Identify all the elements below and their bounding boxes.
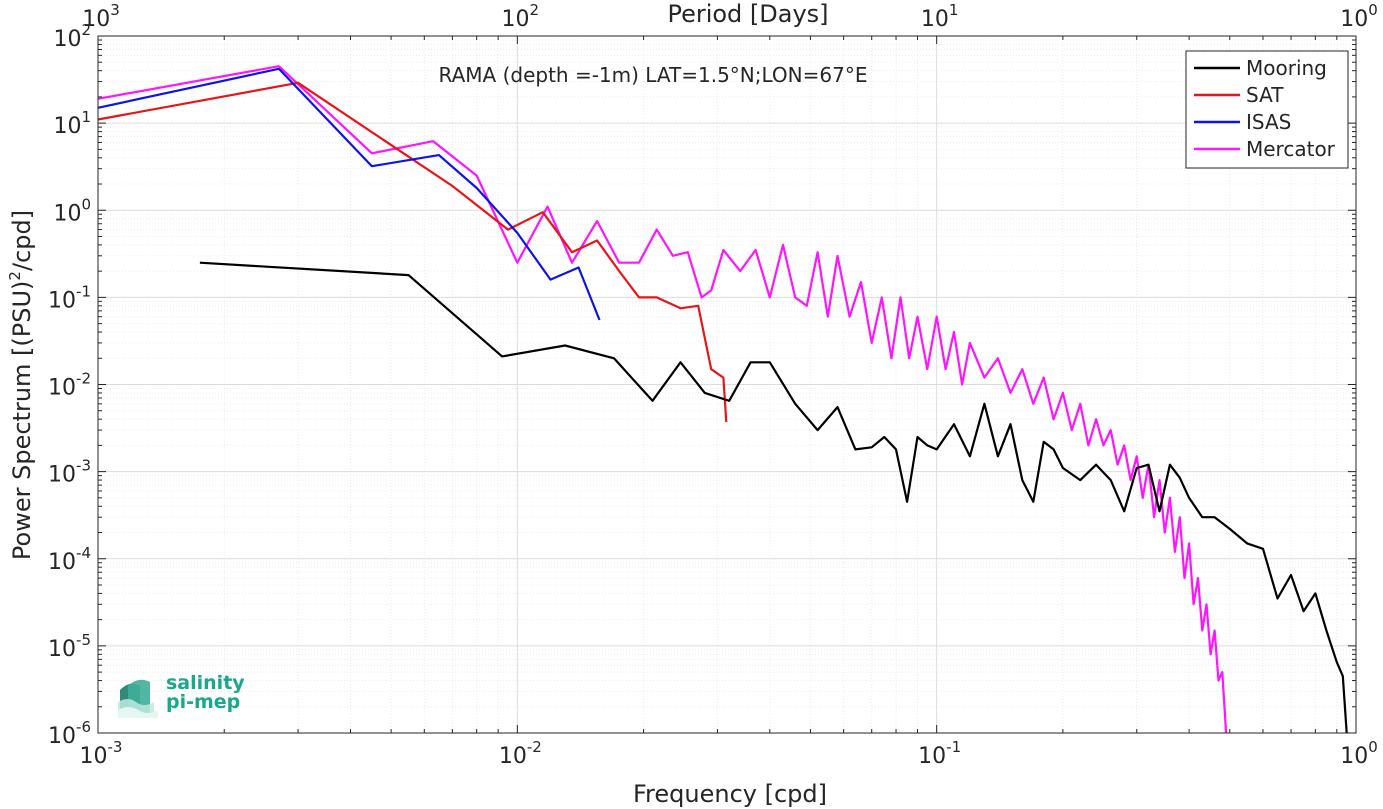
x-tick-label: 10-3 [80,738,123,769]
x-tick-label-base: 10 [499,744,527,769]
y-tick-label-exponent: -3 [76,457,91,475]
x-axis-label: Frequency [cpd] [633,780,827,808]
legend-label-mooring: Mooring [1246,56,1327,80]
top-tick-label: 102 [502,1,540,32]
top-tick-label: 100 [1340,1,1378,32]
y-tick-label: 10-3 [48,457,91,488]
y-tick-label: 10-4 [48,544,91,575]
y-tick-label-base: 10 [53,201,81,226]
y-tick-label-base: 10 [48,376,76,401]
legend-label-mercator: Mercator [1246,137,1336,161]
top-tick-label-base: 10 [502,7,530,32]
y-tick-label-base: 10 [48,550,76,575]
x-tick-label: 10-2 [499,738,542,769]
series-layer [97,65,1348,734]
y-tick-label: 10-6 [48,718,91,749]
x-tick-label-base: 10 [1340,744,1368,769]
legend-label-isas: ISAS [1246,110,1291,134]
y-tick-label-exponent: -5 [76,631,91,649]
y-axis-label-superscript: 2 [6,271,24,281]
series-line-isas [97,67,601,321]
salinity-pimep-logo: salinity pi-mep [118,672,248,724]
y-tick-label: 10-2 [48,370,91,401]
tick-marks [97,36,1356,734]
y-tick-label: 10-1 [48,282,91,313]
y-tick-label-exponent: -2 [76,370,91,388]
y-tick-label-exponent: 1 [81,108,91,126]
x-tick-label: 10-1 [918,738,961,769]
y-tick-label: 100 [53,195,91,226]
y-tick-label: 10-5 [48,631,91,662]
top-tick-label-base: 10 [921,7,949,32]
y-tick-label-exponent: -4 [76,544,91,562]
y-tick-label-base: 10 [48,288,76,313]
chart-title: RAMA (depth =-1m) LAT=1.5°N;LON=67°E [439,63,868,87]
y-axis-label: Power Spectrum [(PSU)2/cpd] [6,210,36,560]
logo-line-2: pi-mep [166,691,241,713]
logo-text: salinity pi-mep [166,674,245,712]
x-tick-label: 100 [1340,738,1378,769]
x-tick-label-base: 10 [918,744,946,769]
y-axis-label-main: Power Spectrum [(PSU) [8,281,36,560]
x-tick-label-exponent: 0 [1368,738,1378,756]
top-axis-label: Period [Days] [667,0,828,28]
top-tick-label-exponent: 3 [110,1,120,19]
y-tick-label-base: 10 [53,27,81,52]
x-tick-label-exponent: -1 [946,738,961,756]
y-tick-label-base: 10 [48,724,76,749]
top-tick-label: 103 [82,1,120,32]
y-tick-label-base: 10 [48,637,76,662]
y-tick-label-exponent: -6 [76,718,91,736]
y-tick-label-exponent: -1 [76,282,91,300]
series-line-mooring [199,261,1348,734]
y-tick-label: 101 [53,108,91,139]
legend-label-sat: SAT [1246,83,1284,107]
waves-icon [118,679,158,718]
series-line-sat [97,81,728,423]
y-tick-label-exponent: 2 [81,21,91,39]
y-tick-label-exponent: 0 [81,195,91,213]
top-tick-label-exponent: 2 [530,1,540,19]
top-tick-label-exponent: 1 [949,1,959,19]
y-tick-label-base: 10 [48,463,76,488]
top-tick-label-base: 10 [1340,7,1368,32]
y-tick-label-base: 10 [53,114,81,139]
series-line-mercator [97,65,1228,734]
x-tick-label-base: 10 [80,744,108,769]
y-axis-label-unit: /cpd] [8,210,36,271]
top-tick-label-base: 10 [82,7,110,32]
top-tick-label: 101 [921,1,959,32]
logo-line-1: salinity [166,672,245,694]
x-tick-label-exponent: -3 [108,738,123,756]
y-tick-label: 102 [53,21,91,52]
x-tick-label-exponent: -2 [527,738,542,756]
top-tick-label-exponent: 0 [1368,1,1378,19]
legend: Mooring SAT ISAS Mercator [1185,50,1349,169]
grid-lines [97,36,1356,734]
